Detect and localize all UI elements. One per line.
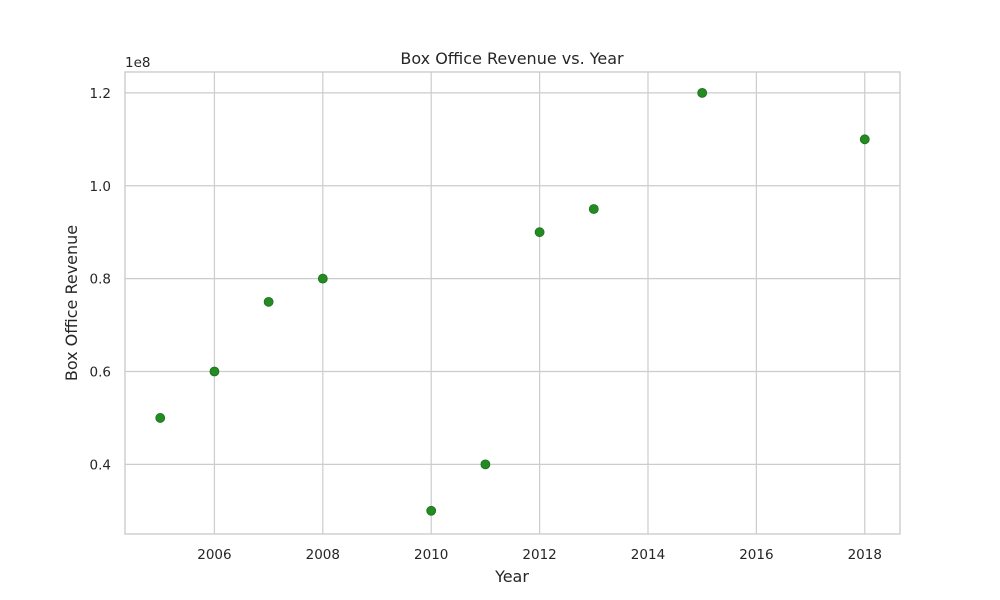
data-point <box>426 505 437 516</box>
x-tick-label: 2018 <box>848 547 882 563</box>
y-tick-label: 0.6 <box>90 364 111 380</box>
y-axis-label: Box Office Revenue <box>62 225 81 381</box>
x-tick-label: 2010 <box>414 547 448 563</box>
data-point <box>588 204 599 214</box>
data-point <box>697 87 708 98</box>
y-offset-label: 1e8 <box>125 55 150 71</box>
data-point <box>480 459 491 470</box>
y-tick-label: 0.4 <box>90 457 111 473</box>
x-axis-label: Year <box>494 567 529 586</box>
data-point <box>155 413 166 423</box>
data-point <box>317 273 328 284</box>
y-tick-label: 1.0 <box>90 179 111 195</box>
x-tick-label: 2016 <box>739 547 773 563</box>
y-tick-label: 1.2 <box>90 86 111 102</box>
x-tick-labels: 2006 2008 2010 2012 2014 2016 2018 <box>197 547 882 563</box>
x-tick-label: 2014 <box>631 547 665 563</box>
data-point <box>534 227 545 238</box>
plot-frame <box>124 71 901 535</box>
x-tick-label: 2006 <box>197 547 231 563</box>
data-point <box>263 296 274 307</box>
y-tick-label: 0.8 <box>90 272 111 288</box>
points-layer <box>155 87 870 516</box>
data-point <box>859 134 870 145</box>
x-tick-label: 2008 <box>306 547 340 563</box>
chart-title: Box Office Revenue vs. Year <box>400 49 624 68</box>
x-tick-label: 2012 <box>522 547 556 563</box>
y-tick-labels: 0.4 0.6 0.8 1.0 1.2 <box>90 86 111 473</box>
grid-layer <box>125 72 900 534</box>
data-point <box>209 366 220 377</box>
